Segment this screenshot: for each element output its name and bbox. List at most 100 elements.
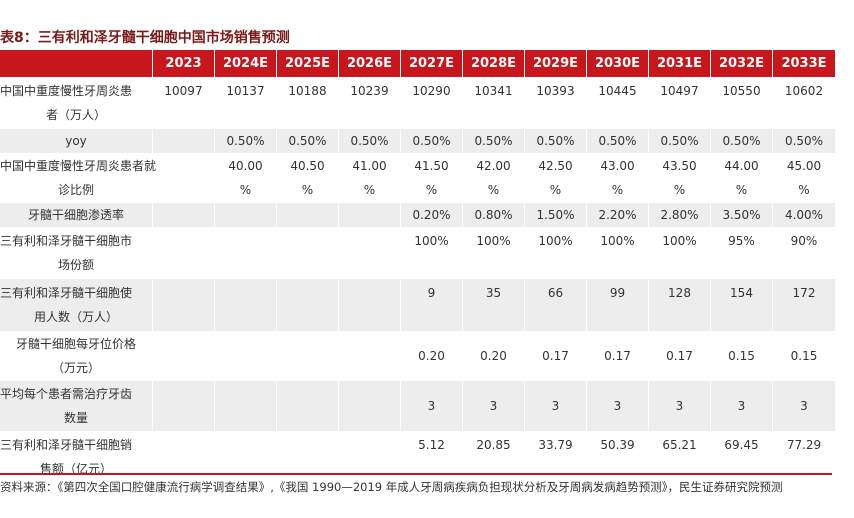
table-cell: 10290	[401, 77, 463, 129]
header-cell: 2028E	[463, 50, 525, 77]
table-cell: 10550	[711, 77, 773, 129]
cell-line: 41.50	[414, 159, 449, 173]
table-cell: 3	[773, 381, 835, 431]
table-cell: 10602	[784, 84, 824, 98]
table-row: 中国中重度慢性牙周炎患 者（万人） 10097 10137 10188 10239 1029…	[0, 77, 835, 129]
table-cell	[277, 203, 339, 227]
forecast-table: 2023 2024E 2025E 2026E 2027E 2028E 2029E…	[0, 50, 835, 483]
table-row: 三有利和泽牙髓干细胞销 售额（亿元） 5.12 20.85 33.79 50.39 65.2…	[0, 431, 835, 483]
table-cell: 0.50%	[463, 129, 525, 153]
table-cell: 0.50%	[525, 129, 587, 153]
table-cell: 3	[711, 381, 773, 431]
table-cell: 2.20%	[587, 203, 649, 227]
table-cell: 128	[649, 279, 711, 331]
table-cell: 45.00%	[773, 153, 835, 203]
table-row: 三有利和泽牙髓干细胞市 场份额 100% 100% 100% 100% 100% 95% 90%	[0, 227, 835, 279]
row-label: 牙髓干细胞每牙位价格 （万元）	[0, 331, 153, 381]
header-cell: 2026E	[339, 50, 401, 77]
table-cell: 0.17	[525, 331, 587, 381]
row-label: 中国中重度慢性牙周炎患 者（万人）	[0, 77, 153, 129]
table-cell: 0.17	[587, 331, 649, 381]
table-cell: 10097	[153, 77, 215, 129]
cell-line: %	[239, 183, 252, 197]
table-cell: 42.50%	[525, 153, 587, 203]
cell-line: 45.00	[786, 159, 822, 173]
table-cell: 3	[525, 381, 587, 431]
cell-line: %	[673, 183, 686, 197]
source-note: 资料来源：《第四次全国口腔健康流行病学调查结果》,《我国 1990—2019 年…	[0, 480, 783, 494]
header-cell: 2027E	[401, 50, 463, 77]
table-cell	[339, 227, 401, 279]
row-label-line: （万元）	[51, 361, 100, 375]
table-cell: 0.50%	[215, 129, 277, 153]
table-cell: 100%	[587, 227, 649, 279]
table-cell	[215, 381, 277, 431]
header-row: 2023 2024E 2025E 2026E 2027E 2028E 2029E…	[0, 50, 835, 77]
row-label-line: 三有利和泽牙髓干细胞使	[0, 286, 133, 300]
table-cell	[153, 431, 215, 483]
table-cell: 154	[711, 279, 773, 331]
table-cell: 9	[401, 279, 463, 331]
table-cell: 0.15	[711, 331, 773, 381]
table-cell: 1.50%	[525, 203, 587, 227]
row-label-line: 牙髓干细胞每牙位价格	[15, 337, 136, 351]
table-cell: 5.12	[401, 431, 463, 483]
row-label: yoy	[0, 129, 153, 153]
cell-line: 42.00	[476, 159, 511, 173]
table-cell: 10445	[587, 77, 649, 129]
header-cell	[0, 50, 153, 77]
cell-line: %	[301, 183, 314, 197]
table-cell: 3.50%	[711, 203, 773, 227]
table-cell: 10393	[525, 77, 587, 129]
table-cell: 0.20	[401, 331, 463, 381]
row-label-line: 平均每个患者需治疗牙齿	[0, 387, 133, 401]
table-cell: 100%	[525, 227, 587, 279]
table-cell: 0.50%	[711, 129, 773, 153]
table-cell: 0.50%	[587, 129, 649, 153]
table-cell	[153, 227, 215, 279]
header-cell: 2023	[153, 50, 215, 77]
table-cell: 172	[773, 279, 835, 331]
table-cell: 10239	[339, 77, 401, 129]
table-body: 中国中重度慢性牙周炎患 者（万人） 10097 10137 10188 10239 1029…	[0, 77, 835, 483]
table-cell	[153, 381, 215, 431]
table-cell: 99	[587, 279, 649, 331]
table-cell: 0.17	[649, 331, 711, 381]
table-cell: 69.45	[711, 431, 773, 483]
table-cell: 0.20%	[401, 203, 463, 227]
table-cell	[277, 381, 339, 431]
table-cell: 41.00%	[339, 153, 401, 203]
table-cell: 0.20	[463, 331, 525, 381]
cell-line: %	[549, 183, 562, 197]
cell-line: %	[735, 183, 748, 197]
table-row: 牙髓干细胞渗透率 0.20% 0.80% 1.50% 2.20% 2.80% 3.50% 4.…	[0, 203, 835, 227]
cell-line: 42.50	[538, 159, 573, 173]
table-cell: 0.50%	[401, 129, 463, 153]
table-cell	[277, 331, 339, 381]
row-label-line: yoy	[65, 134, 87, 148]
row-label-line: 三有利和泽牙髓干细胞市	[0, 234, 133, 248]
table-row: yoy 0.50% 0.50% 0.50% 0.50% 0.50% 0.50% 0.50% 0.…	[0, 129, 835, 153]
table-cell	[339, 381, 401, 431]
row-label-line: 诊比例	[57, 183, 94, 197]
bottom-rule	[0, 473, 832, 475]
cell-line: 44.00	[724, 159, 759, 173]
table-cell	[153, 129, 215, 153]
table-row: 中国中重度慢性牙周炎患者就 诊比例 40.00% 40.50% 41.00% 41.50%…	[0, 153, 835, 203]
table-cell: 41.50%	[401, 153, 463, 203]
table-cell	[277, 227, 339, 279]
table-cell: 40.00%	[215, 153, 277, 203]
table-cell: 43.00%	[587, 153, 649, 203]
header-cell: 2030E	[587, 50, 649, 77]
table-cell	[339, 203, 401, 227]
table-cell	[153, 153, 215, 203]
row-label: 三有利和泽牙髓干细胞使用人数（万人）	[0, 279, 153, 331]
row-label-line: 用人数（万人）	[33, 310, 118, 324]
row-label-line: 者（万人）	[45, 108, 106, 122]
cell-line: 40.50	[290, 159, 325, 173]
row-label-line: 中国中重度慢性牙周炎患者就	[0, 159, 157, 173]
header-cell: 2025E	[277, 50, 339, 77]
header-cell: 2024E	[215, 50, 277, 77]
table-cell: 100%	[401, 227, 463, 279]
table-cell: 65.21	[649, 431, 711, 483]
